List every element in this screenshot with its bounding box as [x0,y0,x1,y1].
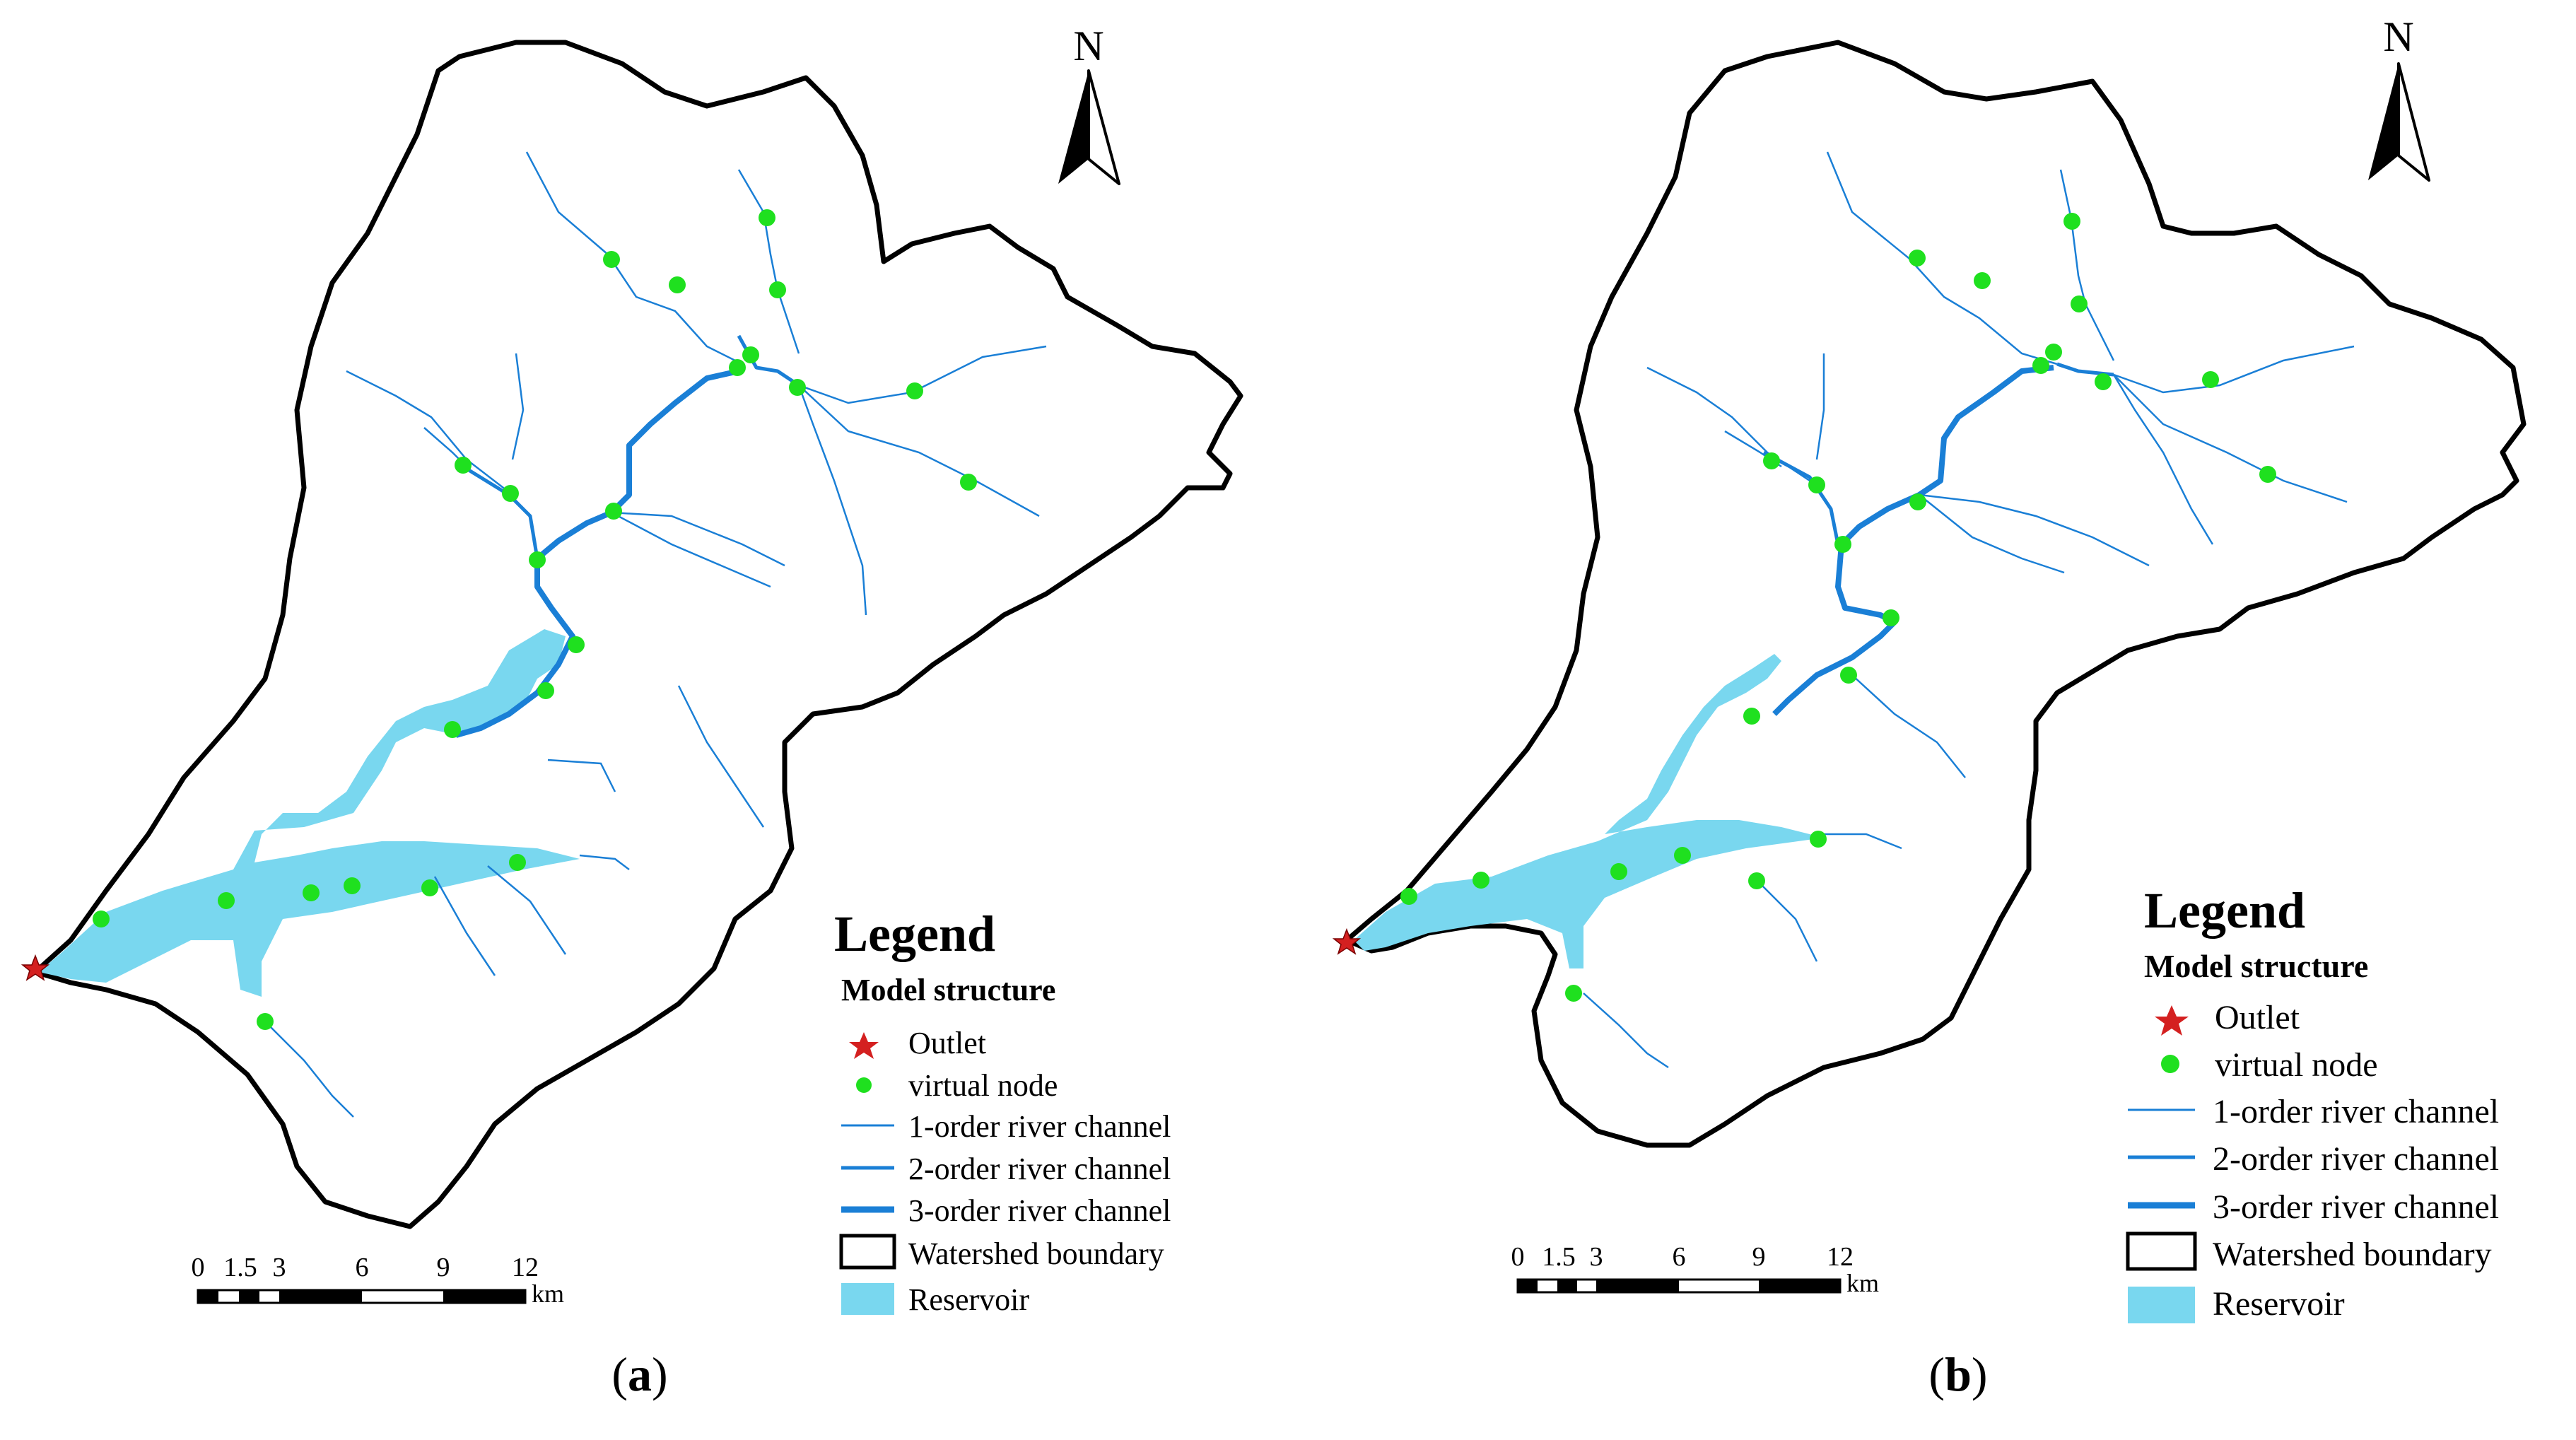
panel-a-scale-tick-3: 6 [356,1253,369,1282]
panel-a-scale-tick-2: 3 [273,1253,286,1282]
panel-a-legend-outlet-label: Outlet [908,1026,986,1060]
panel-b-legend-boundary-label: Watershed boundary [2213,1236,2492,1273]
panel-a-legend-reservoir-label: Reservoir [908,1282,1029,1317]
panel-b-scale-tick-2: 3 [1590,1242,1603,1272]
panel-b-virtual-nodes [1400,213,2276,1002]
panel-b-higher-order-rivers [1762,362,2114,716]
panel-a-legend-1-order-label: 1-order river channel [908,1109,1171,1144]
panel-b-north-label: N [2383,13,2413,60]
panel-b-watershed-boundary [1344,40,2527,1148]
panel-a-caption-letter: a [628,1347,652,1401]
panel-a-reservoir [39,629,580,997]
panel-b-north-arrow: N [2368,13,2430,182]
panel-a-scale-tick-0: 0 [192,1253,205,1282]
panel-b-legend-node-label: virtual node [2215,1046,2378,1084]
panel-b-legend-reservoir-label: Reservoir [2213,1285,2345,1323]
panel-b-scale-tick-5: 12 [1827,1242,1854,1272]
panel-a-caption-open: ( [611,1347,628,1401]
panel-b-legend-title: Legend [2144,882,2305,939]
panel-a-watershed-boundary [33,40,1243,1229]
panel-a-legend-boundary-box [839,1234,896,1270]
panel-a-north-arrow: N [1058,23,1120,185]
panel-b-legend-boundary-box [2126,1231,2197,1271]
panel-b-legend-outlet-label: Outlet [2215,999,2300,1036]
panel-b-caption: (b) [1887,1347,2029,1403]
panel-b-caption-letter: b [1945,1347,1972,1401]
panel-b-scale-tick-1: 1.5 [1542,1242,1576,1272]
panel-b-scale-bar: 0 1.5 3 6 9 12 km [1511,1242,1880,1297]
panel-b-caption-close: ) [1971,1347,1988,1401]
panel-b-scale-unit: km [1846,1269,1879,1297]
panel-a-virtual-nodes [93,209,977,1030]
panel-b-scale-tick-3: 6 [1673,1242,1686,1272]
panel-a-caption-close: ) [652,1347,668,1401]
panel-a-legend-subtitle: Model structure [841,973,1055,1007]
panel-a-outlet-star [21,954,50,981]
panel-a-scale-tick-1: 1.5 [223,1253,257,1282]
panel-a-1-order-rivers [264,151,1047,1118]
panel-b-legend-1-order-label: 1-order river channel [2213,1093,2499,1130]
panel-a-legend-node-label: virtual node [908,1068,1058,1103]
panel-a-legend: Legend Model structure Outlet virtual no… [834,906,1171,1317]
panel-a-caption: (a) [569,1347,710,1403]
panel-b-scale-tick-0: 0 [1511,1242,1525,1272]
panel-a-scale-tick-4: 9 [437,1253,450,1282]
panel-b-legend-node-dot [2161,1055,2179,1073]
panel-a-scale-tick-5: 12 [512,1253,539,1282]
panel-a-legend-node-dot [856,1077,872,1093]
panel-b-legend-outlet-star [2155,1005,2189,1036]
panel-a-legend-boundary-label: Watershed boundary [908,1236,1164,1271]
panel-b-legend: Legend Model structure Outlet virtual no… [2126,882,2499,1323]
panel-a-legend-outlet-star [849,1032,879,1059]
panel-a-scale-bar: 0 1.5 3 6 9 12 km [192,1253,565,1308]
panel-a-map [21,40,1243,1229]
panel-b-legend-2-order-label: 2-order river channel [2213,1140,2499,1178]
panel-b-reservoir [1354,654,1824,968]
panel-a-north-label: N [1073,23,1103,69]
panel-a-legend-title: Legend [834,906,995,962]
panel-a-scale-unit: km [532,1280,564,1308]
panel-a-legend-reservoir-box [841,1283,894,1315]
panel-b-legend-3-order-label: 3-order river channel [2213,1188,2499,1226]
panel-b-outlet-star [1332,927,1362,955]
panel-a-legend-2-order-label: 2-order river channel [908,1152,1171,1186]
panel-b-scale-tick-4: 9 [1752,1242,1766,1272]
panel-b-caption-open: ( [1928,1347,1945,1401]
panel-a-legend-3-order-label: 3-order river channel [908,1193,1171,1228]
panel-b-map [1332,40,2527,1148]
panel-b-legend-subtitle: Model structure [2144,948,2368,984]
panel-b-legend-reservoir-box [2128,1287,2195,1323]
